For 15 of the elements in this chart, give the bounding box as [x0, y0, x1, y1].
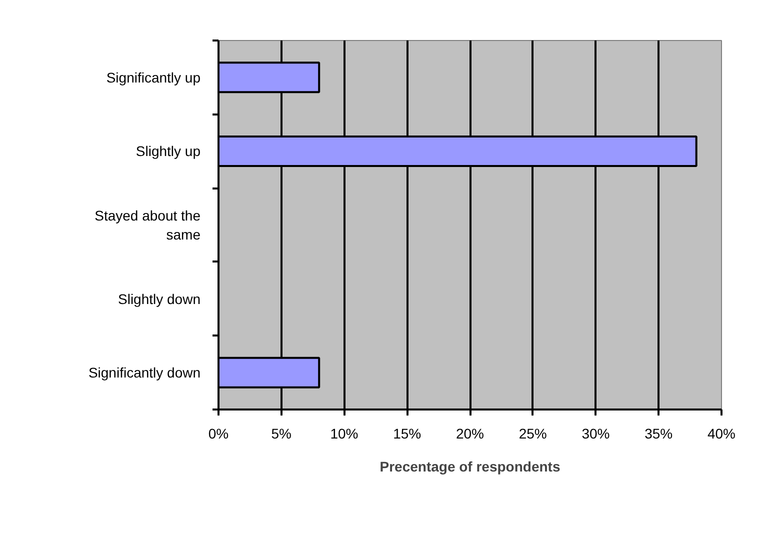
- x-tick-label: 20%: [456, 426, 484, 442]
- x-tick-label: 15%: [393, 426, 422, 442]
- x-tick-label: 5%: [271, 426, 292, 442]
- x-tick-label: 30%: [582, 426, 610, 442]
- y-tick-label: Significantly down: [88, 364, 200, 381]
- y-tick-label: Stayed about the same: [94, 207, 201, 243]
- y-tick-label: Slightly down: [118, 290, 201, 307]
- x-tick-label: 40%: [707, 426, 736, 442]
- x-axis-title: Precentage of respondents: [380, 458, 560, 474]
- x-tick-label: 10%: [330, 426, 358, 442]
- y-tick-label: Slightly up: [136, 143, 201, 160]
- y-tick-label: Significantly up: [106, 69, 201, 86]
- x-tick-label: 35%: [644, 426, 673, 442]
- x-tick-label: 25%: [518, 426, 547, 442]
- x-tick-label: 0%: [208, 426, 229, 442]
